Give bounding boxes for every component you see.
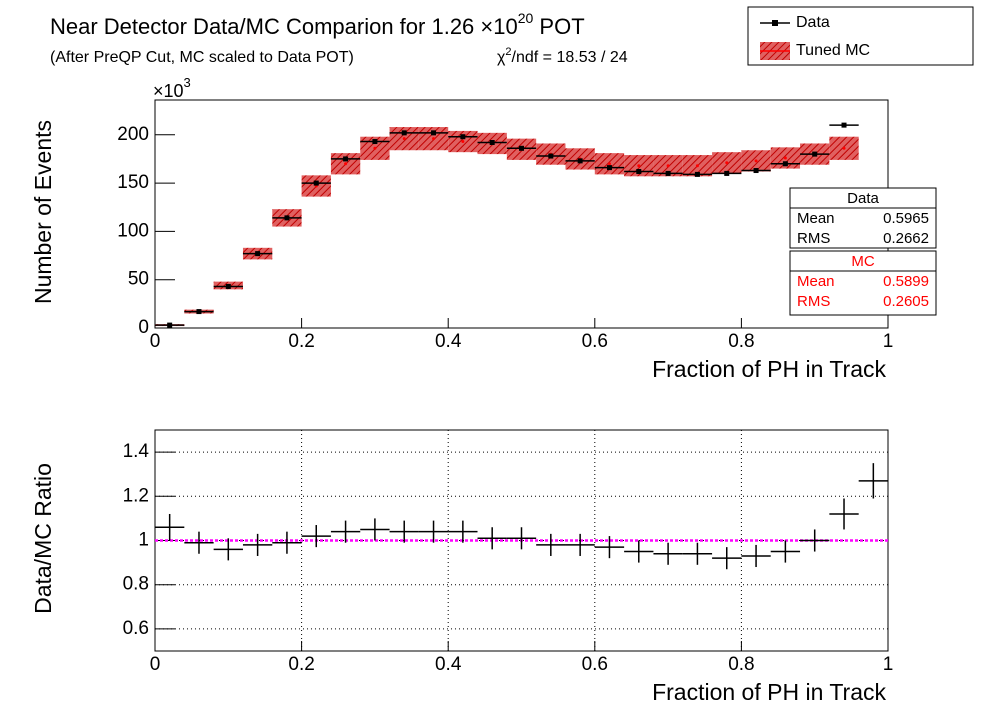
data-point [577,158,583,164]
y-tick-label: 1.2 [123,485,149,506]
data-point [196,309,202,315]
data-point [225,283,231,289]
stats-value: 0.2662 [883,230,929,247]
legend-marker [772,20,778,26]
x-axis-label: Fraction of PH in Track [652,679,886,705]
data-point [255,251,261,257]
data-point [401,130,407,136]
data-point [841,122,847,128]
mc-point [695,164,699,168]
data-point [548,153,554,159]
x-tick-label: 0.6 [582,331,608,352]
x-axis-label: Fraction of PH in Track [652,356,886,382]
x-tick-label: 0.8 [728,654,754,675]
data-point [812,151,818,157]
data-point [636,168,642,174]
x-tick-label: 1 [883,331,894,352]
mc-point [344,162,348,166]
mc-point [607,162,611,166]
y-tick-label: 1 [138,530,149,551]
data-point [372,139,378,145]
chart-title: Near Detector Data/MC Comparion for 1.26… [50,10,585,39]
y-tick-label: 0.6 [123,618,149,639]
data-point [665,170,671,176]
mc-point [783,156,787,160]
data-point [343,156,349,162]
chi2: χ2/ndf = 18.53 / 24 [497,46,628,66]
y-tick-label: 150 [117,172,149,193]
y-axis-label: Number of Events [30,120,56,304]
data-point [694,171,700,177]
y-tick-label: 100 [117,220,149,241]
stats-value: 0.5899 [883,273,929,290]
x-tick-label: 0.4 [435,331,462,352]
mc-point [637,164,641,168]
data-point [313,180,319,186]
y-exponent: ×103 [153,75,191,100]
stats-key: RMS [797,293,830,310]
x-tick-label: 0 [150,654,161,675]
mc-point [754,159,758,163]
stats-box [789,250,937,316]
x-tick-label: 0.6 [582,654,608,675]
y-tick-label: 1.4 [123,441,150,462]
subtitle: (After PreQP Cut, MC scaled to Data POT) [50,49,354,66]
data-point [782,161,788,167]
x-tick-label: 0.2 [288,654,314,675]
mc-point [842,146,846,150]
data-point [489,140,495,146]
x-tick-label: 0.2 [288,331,314,352]
stats-key: Mean [797,210,835,227]
mc-point [373,146,377,150]
legend: Data Tuned MC [747,6,974,66]
data-point [460,134,466,140]
data-point [724,170,730,176]
x-tick-label: 0.8 [728,331,754,352]
stats-key: RMS [797,230,830,247]
stats-value: 0.5965 [883,210,929,227]
mc-point [402,137,406,141]
data-point [606,165,612,171]
data-point [431,130,437,136]
mc-point [725,161,729,165]
data-point [753,168,759,174]
x-tick-label: 0 [150,331,161,352]
y-tick-label: 0 [138,317,149,338]
stats-box [789,187,937,249]
x-tick-label: 0.4 [435,654,462,675]
stats-title: MC [851,253,874,270]
legend-label: Tuned MC [796,42,870,59]
y-tick-label: 50 [128,269,149,290]
mc-point [666,164,670,168]
y-axis-label: Data/MC Ratio [30,463,56,614]
y-tick-label: 0.8 [123,574,149,595]
x-tick-label: 1 [883,654,894,675]
data-point [519,145,524,151]
legend-label: Data [796,14,830,31]
stats-key: Mean [797,273,835,290]
stats-title: Data [847,190,879,207]
data-point [284,215,290,221]
stats-value: 0.2605 [883,293,929,310]
mc-point [461,140,465,144]
mc-point [432,137,436,141]
data-point [167,322,173,328]
y-tick-label: 200 [117,124,149,145]
